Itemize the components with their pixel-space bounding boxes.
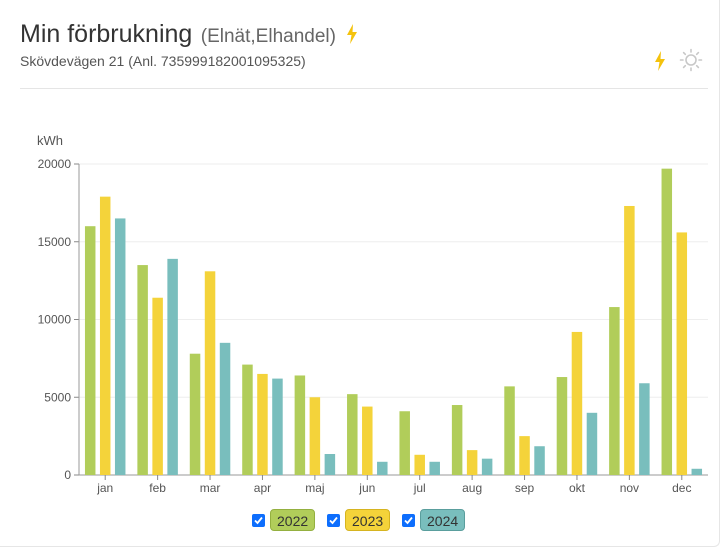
- y-tick-label: 15000: [38, 235, 72, 249]
- y-tick-label: 10000: [38, 313, 72, 327]
- bar-2022-jan: [84, 226, 96, 475]
- bar-2022-mar: [189, 353, 201, 475]
- y-tick-label: 5000: [44, 390, 71, 404]
- bar-2023-aug: [466, 450, 478, 475]
- checkbox-2024[interactable]: [402, 513, 415, 527]
- x-tick-label: okt: [569, 481, 586, 495]
- bar-2022-dec: [661, 168, 673, 475]
- bar-2024-jul: [429, 461, 440, 475]
- bar-2024-feb: [167, 258, 178, 475]
- legend-label-2024[interactable]: 2024: [420, 509, 466, 531]
- page-title: Min förbrukning: [20, 20, 193, 48]
- bar-2023-okt: [571, 331, 583, 475]
- y-tick-label: 0: [64, 468, 71, 482]
- x-tick-label: maj: [305, 481, 324, 495]
- bar-2022-apr: [242, 364, 253, 475]
- bar-2023-maj: [309, 397, 321, 475]
- bar-2022-sep: [504, 386, 515, 475]
- bar-2023-jan: [99, 196, 111, 475]
- x-tick-label: jan: [96, 481, 113, 495]
- y-axis-unit: kWh: [37, 133, 63, 148]
- bar-2022-jul: [399, 411, 410, 475]
- bar-2022-nov: [609, 307, 620, 475]
- legend-label-2023[interactable]: 2023: [345, 509, 391, 531]
- x-tick-label: apr: [254, 481, 271, 495]
- x-tick-label: sep: [515, 481, 535, 495]
- legend-label-2022[interactable]: 2022: [270, 509, 316, 531]
- lightning-icon[interactable]: [654, 51, 666, 76]
- bar-2024-apr: [272, 378, 283, 475]
- bar-2022-jun: [347, 394, 358, 475]
- bar-2024-dec: [691, 468, 703, 475]
- bar-2023-apr: [257, 373, 268, 475]
- x-tick-label: mar: [200, 481, 221, 495]
- chart-legend: 2022 2023 2024: [0, 507, 722, 533]
- bar-2024-sep: [534, 446, 545, 475]
- sun-icon[interactable]: [679, 48, 703, 77]
- bar-2022-aug: [451, 405, 463, 475]
- x-tick-label: dec: [672, 481, 691, 495]
- header-divider: [20, 88, 708, 89]
- bar-2022-feb: [137, 265, 148, 475]
- bar-2023-mar: [204, 271, 216, 475]
- bar-2023-jul: [414, 454, 425, 475]
- bar-2024-jun: [377, 461, 388, 475]
- bar-2022-maj: [294, 375, 306, 475]
- bar-2023-dec: [676, 232, 688, 475]
- x-tick-label: nov: [620, 481, 639, 495]
- y-tick-label: 20000: [38, 157, 72, 171]
- bar-2024-jan: [114, 218, 126, 476]
- x-tick-label: jul: [413, 481, 426, 495]
- bar-2023-feb: [152, 297, 163, 475]
- lightning-icon: [346, 24, 358, 49]
- bar-2024-maj: [324, 454, 336, 475]
- bar-2022-okt: [556, 377, 568, 475]
- legend-item-2023[interactable]: 2023: [327, 507, 391, 533]
- legend-item-2024[interactable]: 2024: [402, 507, 466, 533]
- title-row: Min förbrukning (Elnät,Elhandel): [20, 20, 358, 49]
- bar-2023-jun: [362, 406, 373, 475]
- legend-item-2022[interactable]: 2022: [252, 507, 316, 533]
- x-tick-label: feb: [149, 481, 166, 495]
- bar-2023-nov: [624, 205, 635, 476]
- x-tick-label: aug: [462, 481, 482, 495]
- bar-2024-okt: [586, 412, 598, 475]
- consumption-chart: 0 5000 10000 15000 20000 jan feb mar apr maj jun ju…: [38, 157, 708, 495]
- checkbox-2023[interactable]: [327, 513, 340, 527]
- x-tick-label: jun: [358, 481, 375, 495]
- checkbox-2022[interactable]: [252, 513, 265, 527]
- page-subtitle: (Elnät,Elhandel): [200, 26, 336, 47]
- address-line: Skövdevägen 21 (Anl. 735999182001095325): [20, 53, 306, 69]
- bar-2023-sep: [519, 436, 530, 475]
- bar-2024-mar: [219, 342, 231, 475]
- bar-2024-nov: [639, 383, 650, 475]
- bar-2024-aug: [481, 458, 493, 475]
